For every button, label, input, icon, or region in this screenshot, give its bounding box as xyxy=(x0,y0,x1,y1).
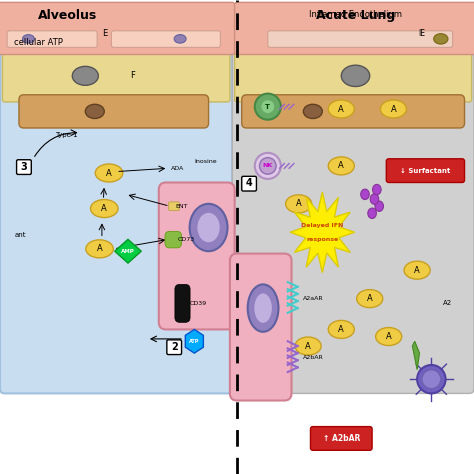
Ellipse shape xyxy=(375,201,383,211)
FancyBboxPatch shape xyxy=(230,254,292,401)
Text: ATP: ATP xyxy=(189,339,200,344)
FancyBboxPatch shape xyxy=(268,31,453,47)
Text: A: A xyxy=(338,325,344,334)
Text: cellular ATP: cellular ATP xyxy=(14,38,63,47)
Ellipse shape xyxy=(328,320,354,338)
Text: ADA: ADA xyxy=(171,166,184,171)
Ellipse shape xyxy=(255,153,281,179)
Text: 2: 2 xyxy=(171,342,178,352)
Text: A: A xyxy=(391,105,396,113)
Text: 4: 4 xyxy=(246,178,253,189)
Ellipse shape xyxy=(417,365,446,393)
FancyBboxPatch shape xyxy=(169,202,179,210)
Ellipse shape xyxy=(72,66,99,85)
FancyBboxPatch shape xyxy=(19,95,209,128)
Ellipse shape xyxy=(375,328,401,346)
FancyBboxPatch shape xyxy=(235,50,472,102)
Ellipse shape xyxy=(373,184,381,195)
Text: A2: A2 xyxy=(443,301,452,306)
Ellipse shape xyxy=(85,104,104,118)
Text: A: A xyxy=(296,200,301,208)
FancyBboxPatch shape xyxy=(242,95,465,128)
FancyBboxPatch shape xyxy=(2,50,230,102)
Polygon shape xyxy=(115,239,141,263)
FancyBboxPatch shape xyxy=(111,31,220,47)
Ellipse shape xyxy=(91,200,118,218)
Text: Type 1: Type 1 xyxy=(55,132,78,138)
FancyBboxPatch shape xyxy=(17,160,31,174)
FancyBboxPatch shape xyxy=(167,340,182,355)
Text: 3: 3 xyxy=(21,162,27,172)
Text: ENT: ENT xyxy=(175,204,188,209)
FancyBboxPatch shape xyxy=(7,31,97,47)
Text: AMP: AMP xyxy=(121,249,135,254)
Ellipse shape xyxy=(368,208,376,219)
Text: ant: ant xyxy=(14,232,26,237)
FancyBboxPatch shape xyxy=(165,231,182,248)
Ellipse shape xyxy=(255,94,281,120)
Ellipse shape xyxy=(434,34,448,44)
Text: A: A xyxy=(386,332,392,341)
Ellipse shape xyxy=(190,204,228,251)
Polygon shape xyxy=(290,192,355,273)
Text: A: A xyxy=(367,294,373,303)
Text: A: A xyxy=(338,162,344,170)
Ellipse shape xyxy=(370,194,379,204)
Ellipse shape xyxy=(328,157,354,175)
Text: Delayed IFN: Delayed IFN xyxy=(301,223,344,228)
Ellipse shape xyxy=(422,370,441,389)
Text: ↑ A2bAR: ↑ A2bAR xyxy=(323,434,360,443)
Text: A2aAR: A2aAR xyxy=(303,296,324,301)
Polygon shape xyxy=(412,341,419,370)
Ellipse shape xyxy=(295,337,321,355)
FancyBboxPatch shape xyxy=(232,43,474,393)
Text: A: A xyxy=(305,342,311,350)
FancyBboxPatch shape xyxy=(0,43,232,393)
Ellipse shape xyxy=(341,65,370,87)
Text: E: E xyxy=(101,29,107,37)
FancyBboxPatch shape xyxy=(235,2,474,55)
Text: IE: IE xyxy=(419,29,425,37)
Ellipse shape xyxy=(356,290,383,308)
Ellipse shape xyxy=(404,261,430,279)
Ellipse shape xyxy=(197,212,220,243)
Text: Inosine: Inosine xyxy=(194,159,217,164)
FancyBboxPatch shape xyxy=(386,159,465,182)
Ellipse shape xyxy=(328,100,354,118)
Text: NK: NK xyxy=(263,164,273,168)
Text: A: A xyxy=(338,105,344,113)
FancyBboxPatch shape xyxy=(175,284,190,322)
Text: response: response xyxy=(306,237,338,242)
Ellipse shape xyxy=(95,164,123,182)
Text: T: T xyxy=(265,104,270,109)
Ellipse shape xyxy=(22,35,34,43)
Text: CD39: CD39 xyxy=(190,301,207,306)
FancyBboxPatch shape xyxy=(0,2,235,55)
Ellipse shape xyxy=(285,195,312,213)
Ellipse shape xyxy=(254,293,273,324)
Text: CD73: CD73 xyxy=(178,237,195,242)
Ellipse shape xyxy=(248,284,279,332)
Ellipse shape xyxy=(259,157,276,174)
Text: Inflamed Endothelium: Inflamed Endothelium xyxy=(309,10,402,18)
Ellipse shape xyxy=(303,104,322,118)
Ellipse shape xyxy=(361,189,369,200)
Text: F: F xyxy=(130,72,135,80)
Ellipse shape xyxy=(261,100,275,114)
Ellipse shape xyxy=(174,35,186,43)
Text: Alveolus: Alveolus xyxy=(38,9,97,22)
Ellipse shape xyxy=(86,240,113,258)
Text: ↓ Surfactant: ↓ Surfactant xyxy=(401,168,451,173)
Ellipse shape xyxy=(380,100,406,118)
Text: A: A xyxy=(414,266,420,274)
FancyBboxPatch shape xyxy=(159,182,235,329)
FancyBboxPatch shape xyxy=(310,427,372,450)
Text: A2bAR: A2bAR xyxy=(303,356,324,360)
Text: A: A xyxy=(106,169,112,177)
FancyBboxPatch shape xyxy=(242,176,256,191)
Text: A: A xyxy=(101,204,107,213)
Polygon shape xyxy=(185,329,203,353)
Text: Acute Lung: Acute Lung xyxy=(316,9,395,22)
Text: A: A xyxy=(97,245,102,253)
